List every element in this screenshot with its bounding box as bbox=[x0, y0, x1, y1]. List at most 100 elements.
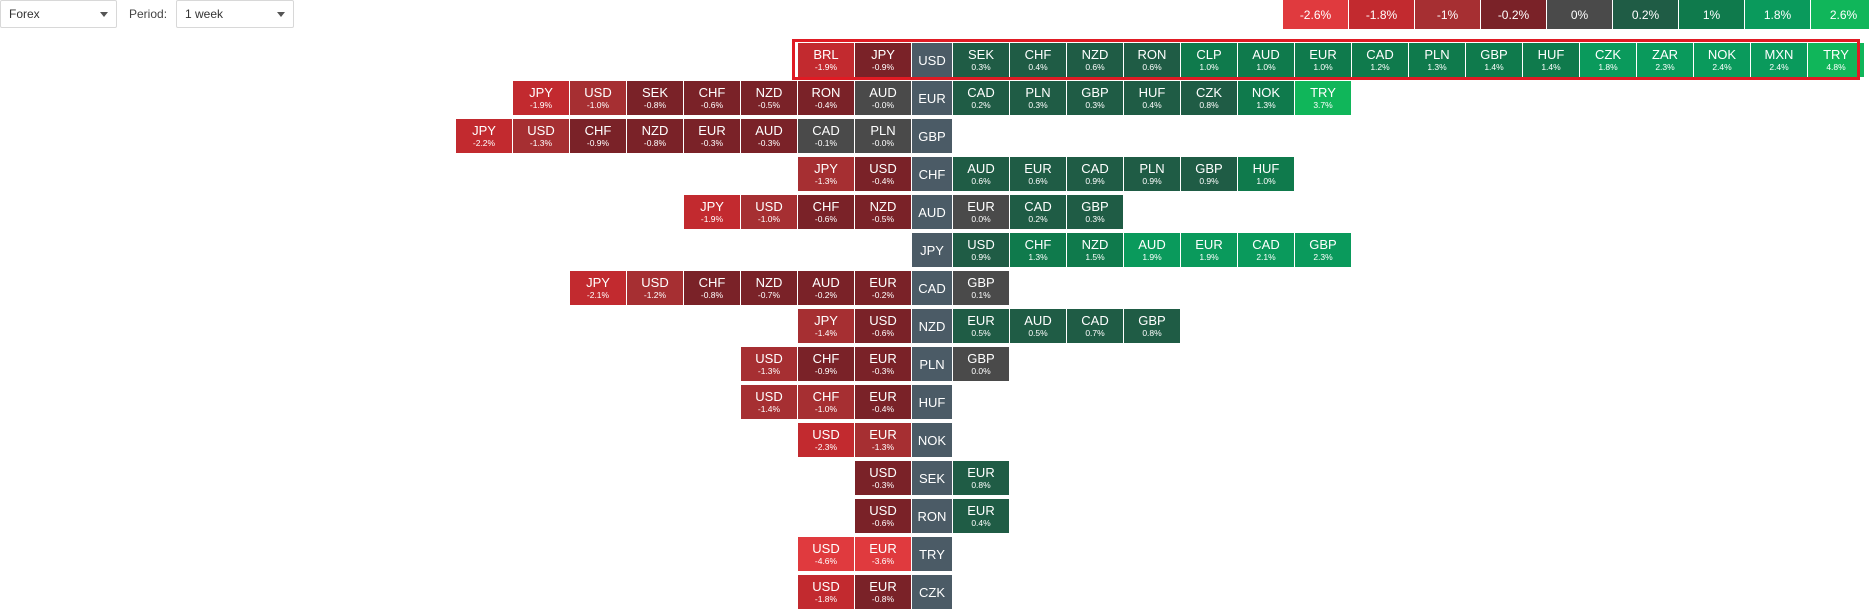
pair-cell[interactable]: CHF -0.8% bbox=[684, 271, 740, 305]
pair-cell[interactable]: PLN -0.0% bbox=[855, 119, 911, 153]
pair-cell[interactable]: USD -1.3% bbox=[741, 347, 797, 381]
pair-cell[interactable]: EUR 0.4% bbox=[953, 499, 1009, 533]
pair-cell[interactable]: TRY 4.8% bbox=[1808, 43, 1864, 77]
pair-cell[interactable]: PLN 0.3% bbox=[1010, 81, 1066, 115]
pair-cell[interactable]: AUD 1.9% bbox=[1124, 233, 1180, 267]
pair-cell[interactable]: ZAR 2.3% bbox=[1637, 43, 1693, 77]
pair-cell[interactable]: CHF 1.3% bbox=[1010, 233, 1066, 267]
pair-cell[interactable]: PLN 1.3% bbox=[1409, 43, 1465, 77]
pair-cell[interactable]: EUR -0.3% bbox=[684, 119, 740, 153]
pair-cell[interactable]: NOK 1.3% bbox=[1238, 81, 1294, 115]
pair-cell[interactable]: CHF -0.6% bbox=[798, 195, 854, 229]
pair-cell[interactable]: JPY -0.9% bbox=[855, 43, 911, 77]
pair-cell[interactable]: SEK 0.3% bbox=[953, 43, 1009, 77]
pair-cell[interactable]: MXN 2.4% bbox=[1751, 43, 1807, 77]
pair-cell[interactable]: AUD -0.0% bbox=[855, 81, 911, 115]
pair-cell[interactable]: USD 0.9% bbox=[953, 233, 1009, 267]
pair-cell[interactable]: NZD -0.5% bbox=[741, 81, 797, 115]
pair-cell[interactable]: EUR 0.8% bbox=[953, 461, 1009, 495]
pair-cell[interactable]: GBP 2.3% bbox=[1295, 233, 1351, 267]
pair-cell[interactable]: HUF 1.4% bbox=[1523, 43, 1579, 77]
pair-cell[interactable]: USD -1.2% bbox=[627, 271, 683, 305]
pair-cell[interactable]: CZK 0.8% bbox=[1181, 81, 1237, 115]
base-currency[interactable]: CHF bbox=[912, 157, 952, 191]
pair-cell[interactable]: USD -0.6% bbox=[855, 309, 911, 343]
pair-cell[interactable]: JPY -1.9% bbox=[513, 81, 569, 115]
pair-cell[interactable]: GBP 0.0% bbox=[953, 347, 1009, 381]
pair-cell[interactable]: CLP 1.0% bbox=[1181, 43, 1237, 77]
pair-cell[interactable]: JPY -1.3% bbox=[798, 157, 854, 191]
base-currency[interactable]: SEK bbox=[912, 461, 952, 495]
pair-cell[interactable]: GBP 0.9% bbox=[1181, 157, 1237, 191]
base-currency[interactable]: CAD bbox=[912, 271, 952, 305]
pair-cell[interactable]: NZD 0.6% bbox=[1067, 43, 1123, 77]
pair-cell[interactable]: EUR 0.0% bbox=[953, 195, 1009, 229]
pair-cell[interactable]: CAD 0.2% bbox=[953, 81, 1009, 115]
pair-cell[interactable]: CAD 1.2% bbox=[1352, 43, 1408, 77]
base-currency[interactable]: USD bbox=[912, 43, 952, 77]
pair-cell[interactable]: CAD 0.7% bbox=[1067, 309, 1123, 343]
base-currency[interactable]: PLN bbox=[912, 347, 952, 381]
pair-cell[interactable]: EUR -0.4% bbox=[855, 385, 911, 419]
pair-cell[interactable]: AUD -0.2% bbox=[798, 271, 854, 305]
pair-cell[interactable]: JPY -1.9% bbox=[684, 195, 740, 229]
pair-cell[interactable]: GBP 0.3% bbox=[1067, 81, 1123, 115]
pair-cell[interactable]: GBP 0.8% bbox=[1124, 309, 1180, 343]
pair-cell[interactable]: USD -1.0% bbox=[570, 81, 626, 115]
pair-cell[interactable]: PLN 0.9% bbox=[1124, 157, 1180, 191]
pair-cell[interactable]: GBP 1.4% bbox=[1466, 43, 1522, 77]
pair-cell[interactable]: EUR 0.5% bbox=[953, 309, 1009, 343]
pair-cell[interactable]: NZD -0.8% bbox=[627, 119, 683, 153]
pair-cell[interactable]: CHF -1.0% bbox=[798, 385, 854, 419]
pair-cell[interactable]: USD -2.3% bbox=[798, 423, 854, 457]
pair-cell[interactable]: USD -1.3% bbox=[513, 119, 569, 153]
pair-cell[interactable]: USD -1.8% bbox=[798, 575, 854, 609]
pair-cell[interactable]: JPY -2.1% bbox=[570, 271, 626, 305]
pair-cell[interactable]: USD -0.4% bbox=[855, 157, 911, 191]
base-currency[interactable]: CZK bbox=[912, 575, 952, 609]
pair-cell[interactable]: AUD -0.3% bbox=[741, 119, 797, 153]
period-select[interactable]: 1 week bbox=[176, 0, 294, 28]
pair-cell[interactable]: EUR -0.3% bbox=[855, 347, 911, 381]
pair-cell[interactable]: CHF -0.6% bbox=[684, 81, 740, 115]
base-currency[interactable]: GBP bbox=[912, 119, 952, 153]
base-currency[interactable]: NZD bbox=[912, 309, 952, 343]
market-select[interactable]: Forex bbox=[0, 0, 117, 28]
pair-cell[interactable]: USD -0.3% bbox=[855, 461, 911, 495]
pair-cell[interactable]: GBP 0.1% bbox=[953, 271, 1009, 305]
pair-cell[interactable]: GBP 0.3% bbox=[1067, 195, 1123, 229]
pair-cell[interactable]: JPY -1.4% bbox=[798, 309, 854, 343]
base-currency[interactable]: AUD bbox=[912, 195, 952, 229]
pair-cell[interactable]: EUR 0.6% bbox=[1010, 157, 1066, 191]
pair-cell[interactable]: AUD 0.5% bbox=[1010, 309, 1066, 343]
pair-cell[interactable]: NZD 1.5% bbox=[1067, 233, 1123, 267]
pair-cell[interactable]: EUR -1.3% bbox=[855, 423, 911, 457]
pair-cell[interactable]: RON -0.4% bbox=[798, 81, 854, 115]
pair-cell[interactable]: EUR -3.6% bbox=[855, 537, 911, 571]
pair-cell[interactable]: NOK 2.4% bbox=[1694, 43, 1750, 77]
pair-cell[interactable]: USD -4.6% bbox=[798, 537, 854, 571]
pair-cell[interactable]: AUD 0.6% bbox=[953, 157, 1009, 191]
pair-cell[interactable]: RON 0.6% bbox=[1124, 43, 1180, 77]
pair-cell[interactable]: EUR -0.8% bbox=[855, 575, 911, 609]
base-currency[interactable]: NOK bbox=[912, 423, 952, 457]
pair-cell[interactable]: NZD -0.5% bbox=[855, 195, 911, 229]
pair-cell[interactable]: BRL -1.9% bbox=[798, 43, 854, 77]
pair-cell[interactable]: CAD 0.2% bbox=[1010, 195, 1066, 229]
pair-cell[interactable]: AUD 1.0% bbox=[1238, 43, 1294, 77]
base-currency[interactable]: TRY bbox=[912, 537, 952, 571]
base-currency[interactable]: RON bbox=[912, 499, 952, 533]
pair-cell[interactable]: USD -0.6% bbox=[855, 499, 911, 533]
base-currency[interactable]: HUF bbox=[912, 385, 952, 419]
base-currency[interactable]: EUR bbox=[912, 81, 952, 115]
pair-cell[interactable]: CZK 1.8% bbox=[1580, 43, 1636, 77]
pair-cell[interactable]: USD -1.4% bbox=[741, 385, 797, 419]
pair-cell[interactable]: HUF 0.4% bbox=[1124, 81, 1180, 115]
base-currency[interactable]: JPY bbox=[912, 233, 952, 267]
pair-cell[interactable]: EUR 1.9% bbox=[1181, 233, 1237, 267]
pair-cell[interactable]: CAD 2.1% bbox=[1238, 233, 1294, 267]
pair-cell[interactable]: CAD 0.9% bbox=[1067, 157, 1123, 191]
pair-cell[interactable]: CHF -0.9% bbox=[570, 119, 626, 153]
pair-cell[interactable]: TRY 3.7% bbox=[1295, 81, 1351, 115]
pair-cell[interactable]: SEK -0.8% bbox=[627, 81, 683, 115]
